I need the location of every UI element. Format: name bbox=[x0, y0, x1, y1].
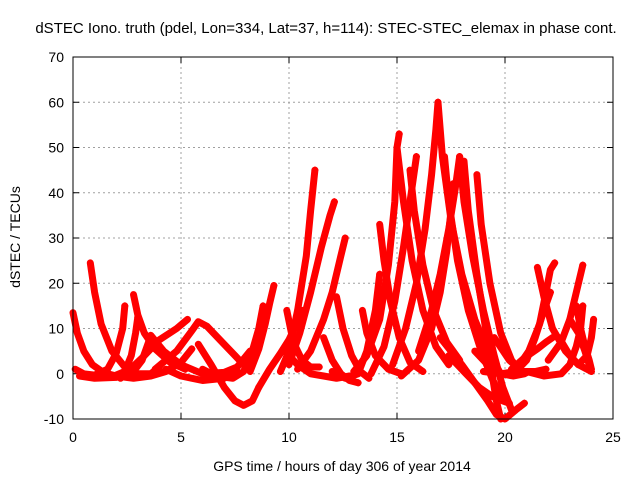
x-tick-label: 10 bbox=[281, 429, 297, 445]
axis-ticks: 0 5 10 15 20 25 -10 0 10 20 30 40 50 60 70 bbox=[44, 49, 621, 445]
series-line bbox=[199, 302, 267, 382]
y-tick-label: 0 bbox=[56, 366, 64, 382]
series-line bbox=[294, 234, 349, 373]
series-line bbox=[389, 98, 442, 369]
x-tick-label: 0 bbox=[69, 429, 77, 445]
data-point-marker bbox=[585, 361, 593, 369]
data-point-marker bbox=[590, 315, 598, 323]
data-point-marker bbox=[520, 399, 528, 407]
data-point-marker bbox=[445, 361, 453, 369]
series-pass-13 bbox=[246, 282, 278, 375]
data-point-marker bbox=[579, 302, 587, 310]
series-pass-43 bbox=[514, 259, 559, 371]
series-layer bbox=[69, 98, 598, 423]
series-line bbox=[566, 315, 593, 369]
y-tick-label: 50 bbox=[48, 140, 64, 156]
data-point-marker bbox=[354, 379, 362, 387]
series-line bbox=[333, 293, 373, 382]
data-point-marker bbox=[395, 130, 403, 138]
data-point-marker bbox=[542, 365, 550, 373]
y-tick-label: 10 bbox=[48, 321, 64, 337]
data-point-marker bbox=[311, 166, 319, 174]
series-pass-17 bbox=[285, 198, 338, 369]
data-point-marker bbox=[341, 234, 349, 242]
data-point-marker bbox=[259, 302, 267, 310]
series-line bbox=[555, 315, 598, 369]
series-line bbox=[151, 318, 250, 373]
series-pass-48 bbox=[555, 315, 598, 369]
data-point-marker bbox=[505, 399, 513, 407]
series-pass-38 bbox=[445, 352, 513, 407]
data-point-marker bbox=[188, 345, 196, 353]
x-tick-label: 5 bbox=[177, 429, 185, 445]
y-tick-label: 30 bbox=[48, 230, 64, 246]
y-tick-label: 20 bbox=[48, 275, 64, 291]
data-point-marker bbox=[315, 363, 323, 371]
data-point-marker bbox=[270, 282, 278, 290]
x-axis-label: GPS time / hours of day 306 of year 2014 bbox=[213, 458, 471, 474]
data-point-marker bbox=[412, 153, 420, 161]
y-tick-label: -10 bbox=[44, 411, 64, 427]
series-line bbox=[246, 282, 278, 375]
data-point-marker bbox=[376, 270, 384, 278]
series-pass-07 bbox=[117, 315, 191, 382]
series-line bbox=[350, 130, 403, 375]
series-line bbox=[194, 340, 263, 409]
series-line bbox=[397, 180, 457, 380]
data-point-marker bbox=[449, 180, 457, 188]
series-pass-40 bbox=[490, 334, 550, 375]
x-tick-label: 20 bbox=[497, 429, 513, 445]
series-pass-18 bbox=[294, 234, 349, 373]
chart-title: dSTEC Iono. truth (pdel, Lon=334, Lat=37… bbox=[35, 20, 616, 37]
series-pass-12 bbox=[199, 302, 267, 382]
series-line bbox=[358, 306, 405, 378]
x-tick-label: 25 bbox=[605, 429, 621, 445]
series-line bbox=[490, 334, 550, 375]
plot-frame bbox=[72, 56, 614, 420]
series-pass-34 bbox=[397, 180, 457, 380]
x-tick-label: 15 bbox=[389, 429, 405, 445]
y-tick-label: 60 bbox=[48, 94, 64, 110]
data-point-marker bbox=[330, 198, 338, 206]
data-point-marker bbox=[183, 315, 191, 323]
series-line bbox=[445, 352, 513, 407]
series-line bbox=[117, 315, 191, 382]
data-point-marker bbox=[419, 367, 427, 375]
series-line bbox=[285, 198, 338, 369]
series-line bbox=[514, 259, 559, 371]
y-axis-label: dSTEC / TECUs bbox=[7, 186, 23, 288]
y-tick-label: 40 bbox=[48, 185, 64, 201]
y-tick-label: 70 bbox=[48, 49, 64, 65]
data-point-marker bbox=[579, 261, 587, 269]
data-point-marker bbox=[121, 302, 129, 310]
data-point-marker bbox=[551, 259, 559, 267]
series-pass-49 bbox=[566, 315, 593, 369]
series-line bbox=[147, 331, 254, 378]
